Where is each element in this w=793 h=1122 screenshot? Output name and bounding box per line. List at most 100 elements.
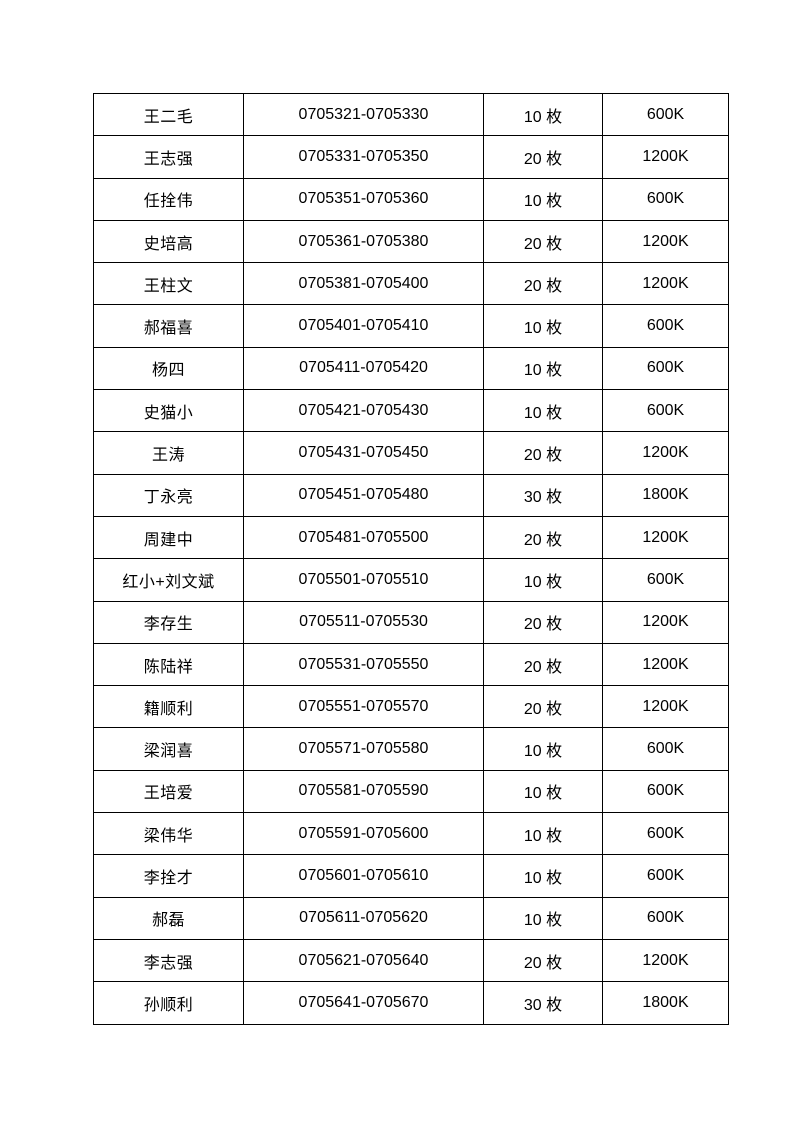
count-cell: 10 枚: [483, 389, 603, 433]
amount-cell: 600K: [602, 304, 729, 348]
count-cell: 10 枚: [483, 346, 603, 391]
count-cell: 10 枚: [483, 896, 603, 940]
serial-range-cell: 0705381-0705400: [243, 262, 484, 306]
amount-cell: 1200K: [602, 642, 729, 687]
amount-cell: 600K: [602, 769, 729, 814]
serial-range-cell: 0705601-0705610: [243, 854, 484, 898]
name-cell: 王柱文: [93, 262, 244, 306]
count-cell: 10 枚: [483, 558, 603, 602]
table-row: 李志强 0705621-0705640 20 枚 1200K: [93, 938, 729, 983]
count-cell: 20 枚: [483, 135, 603, 179]
table-row: 籍顺利 0705551-0705570 20 枚 1200K: [93, 685, 729, 729]
serial-range-cell: 0705641-0705670: [243, 981, 484, 1025]
name-cell: 任拴伟: [93, 177, 244, 221]
name-cell: 史培高: [93, 219, 244, 264]
allocation-table: 王二毛 0705321-0705330 10 枚 600K 王志强 0705331-070…: [93, 92, 729, 1025]
count-cell: 20 枚: [483, 938, 603, 983]
name-cell: 郝福喜: [93, 304, 244, 348]
name-cell: 丁永亮: [93, 473, 244, 517]
table-row: 陈陆祥 0705531-0705550 20 枚 1200K: [93, 642, 729, 687]
name-cell: 王志强: [93, 135, 244, 179]
serial-range-cell: 0705411-0705420: [243, 346, 484, 391]
count-cell: 20 枚: [483, 515, 603, 560]
count-cell: 10 枚: [483, 727, 603, 771]
table-row: 王二毛 0705321-0705330 10 枚 600K: [93, 92, 729, 137]
serial-range-cell: 0705571-0705580: [243, 727, 484, 771]
serial-range-cell: 0705351-0705360: [243, 177, 484, 221]
table-row: 任拴伟 0705351-0705360 10 枚 600K: [93, 177, 729, 221]
amount-cell: 1800K: [602, 981, 729, 1025]
amount-cell: 1200K: [602, 685, 729, 729]
table-row: 杨四 0705411-0705420 10 枚 600K: [93, 346, 729, 391]
serial-range-cell: 0705401-0705410: [243, 304, 484, 348]
amount-cell: 600K: [602, 346, 729, 391]
amount-cell: 1200K: [602, 515, 729, 560]
table-row: 王培爱 0705581-0705590 10 枚 600K: [93, 769, 729, 814]
table-row: 王志强 0705331-0705350 20 枚 1200K: [93, 135, 729, 179]
count-cell: 20 枚: [483, 219, 603, 264]
allocation-table-body: 王二毛 0705321-0705330 10 枚 600K 王志强 0705331-070…: [93, 92, 729, 1025]
name-cell: 郝磊: [93, 896, 244, 940]
name-cell: 王二毛: [93, 92, 244, 137]
serial-range-cell: 0705421-0705430: [243, 389, 484, 433]
serial-range-cell: 0705501-0705510: [243, 558, 484, 602]
amount-cell: 1200K: [602, 431, 729, 475]
name-cell: 籍顺利: [93, 685, 244, 729]
count-cell: 10 枚: [483, 177, 603, 221]
table-row: 郝福喜 0705401-0705410 10 枚 600K: [93, 304, 729, 348]
name-cell: 李拴才: [93, 854, 244, 898]
table-row: 梁润喜 0705571-0705580 10 枚 600K: [93, 727, 729, 771]
amount-cell: 1200K: [602, 219, 729, 264]
amount-cell: 600K: [602, 177, 729, 221]
name-cell: 杨四: [93, 346, 244, 391]
serial-range-cell: 0705611-0705620: [243, 896, 484, 940]
name-cell: 梁伟华: [93, 812, 244, 856]
serial-range-cell: 0705551-0705570: [243, 685, 484, 729]
amount-cell: 1200K: [602, 938, 729, 983]
table-row: 史培高 0705361-0705380 20 枚 1200K: [93, 219, 729, 264]
name-cell: 红小+刘文斌: [93, 558, 244, 602]
amount-cell: 600K: [602, 92, 729, 137]
amount-cell: 600K: [602, 812, 729, 856]
count-cell: 10 枚: [483, 769, 603, 814]
serial-range-cell: 0705581-0705590: [243, 769, 484, 814]
table-row: 王柱文 0705381-0705400 20 枚 1200K: [93, 262, 729, 306]
table-row: 周建中 0705481-0705500 20 枚 1200K: [93, 515, 729, 560]
name-cell: 史猫小: [93, 389, 244, 433]
count-cell: 20 枚: [483, 262, 603, 306]
count-cell: 10 枚: [483, 812, 603, 856]
name-cell: 王培爱: [93, 769, 244, 814]
amount-cell: 1200K: [602, 135, 729, 179]
serial-range-cell: 0705451-0705480: [243, 473, 484, 517]
table-row: 孙顺利 0705641-0705670 30 枚 1800K: [93, 981, 729, 1025]
serial-range-cell: 0705511-0705530: [243, 600, 484, 644]
serial-range-cell: 0705331-0705350: [243, 135, 484, 179]
count-cell: 20 枚: [483, 431, 603, 475]
name-cell: 梁润喜: [93, 727, 244, 771]
name-cell: 周建中: [93, 515, 244, 560]
name-cell: 李志强: [93, 938, 244, 983]
serial-range-cell: 0705321-0705330: [243, 92, 484, 137]
amount-cell: 1800K: [602, 473, 729, 517]
count-cell: 30 枚: [483, 981, 603, 1025]
count-cell: 10 枚: [483, 92, 603, 137]
table-row: 红小+刘文斌 0705501-0705510 10 枚 600K: [93, 558, 729, 602]
count-cell: 20 枚: [483, 685, 603, 729]
count-cell: 20 枚: [483, 600, 603, 644]
serial-range-cell: 0705481-0705500: [243, 515, 484, 560]
amount-cell: 600K: [602, 389, 729, 433]
name-cell: 王涛: [93, 431, 244, 475]
name-cell: 李存生: [93, 600, 244, 644]
table-row: 李存生 0705511-0705530 20 枚 1200K: [93, 600, 729, 644]
count-cell: 20 枚: [483, 642, 603, 687]
amount-cell: 1200K: [602, 600, 729, 644]
table-row: 郝磊 0705611-0705620 10 枚 600K: [93, 896, 729, 940]
count-cell: 30 枚: [483, 473, 603, 517]
serial-range-cell: 0705621-0705640: [243, 938, 484, 983]
amount-cell: 600K: [602, 558, 729, 602]
table-row: 史猫小 0705421-0705430 10 枚 600K: [93, 389, 729, 433]
amount-cell: 600K: [602, 896, 729, 940]
serial-range-cell: 0705431-0705450: [243, 431, 484, 475]
table-row: 李拴才 0705601-0705610 10 枚 600K: [93, 854, 729, 898]
